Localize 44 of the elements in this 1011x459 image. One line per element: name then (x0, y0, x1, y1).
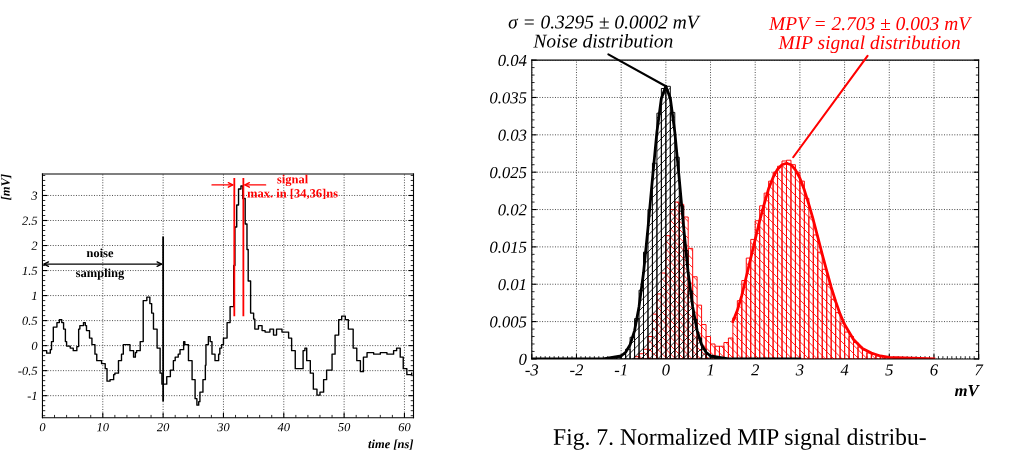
y-tick-label: 1.5 (22, 266, 38, 276)
x-tick-label: 6 (930, 364, 939, 376)
y-tick-label: 0.01 (498, 278, 526, 291)
y-tick-label: 0 (31, 341, 38, 351)
y-tick-label: 2.5 (21, 216, 38, 226)
caption: Fig. 7. Normalized MIP signal distribu- (553, 428, 926, 450)
x-tick-label: 1 (706, 364, 713, 376)
y-tick-label: -1 (27, 391, 37, 401)
y-tick-label: 3 (31, 191, 38, 200)
x-tick-label: -2 (570, 364, 584, 376)
x-tick-label: 0 (662, 364, 670, 376)
x-tick-label: 30 (217, 422, 230, 432)
y-tick-label: 2 (31, 241, 38, 250)
x-tick-label: 0 (39, 422, 46, 432)
x-axis-title: mV (954, 385, 980, 397)
y-tick-label: 0.015 (490, 241, 527, 253)
annotation: σ = 0.3295 ± 0.0002 mV Noise distribution (508, 15, 701, 48)
x-tick-label: 3 (795, 364, 804, 376)
x-tick-label: 20 (156, 422, 170, 432)
x-tick-label: 4 (840, 364, 849, 376)
x-tick-label: 10 (96, 422, 109, 432)
x-tick-label: 50 (338, 422, 351, 432)
y-tick-label: 0.02 (498, 204, 527, 216)
x-tick-label: 60 (398, 422, 411, 432)
y-tick-label: 0.025 (490, 166, 527, 179)
x-tick-label: 5 (885, 364, 893, 376)
x-tick-label: -1 (614, 364, 627, 376)
annotation: signal max. in [34,36]ns (247, 174, 338, 200)
x-axis-title: time [ns] (368, 439, 414, 450)
x-tick-label: 7 (975, 364, 984, 376)
y-tick-label: 0.04 (498, 54, 527, 67)
y-tick-label: 1 (31, 291, 37, 300)
y-tick-label: -0.5 (18, 366, 38, 376)
x-tick-label: 2 (751, 364, 760, 376)
annotation: MPV = 2.703 ± 0.003 mV MIP signal distribution (768, 17, 973, 54)
x-tick-label: 40 (277, 422, 290, 432)
y-axis-title: [mV] (0, 174, 12, 201)
y-tick-label: 0.5 (22, 316, 38, 326)
x-tick-label: -3 (525, 364, 539, 376)
y-tick-label: 0.035 (490, 92, 527, 104)
y-tick-label: 0.005 (490, 316, 527, 328)
annotation: noise sampling (76, 248, 125, 280)
y-tick-label: 0 (519, 353, 527, 365)
y-tick-label: 0.03 (498, 129, 527, 141)
